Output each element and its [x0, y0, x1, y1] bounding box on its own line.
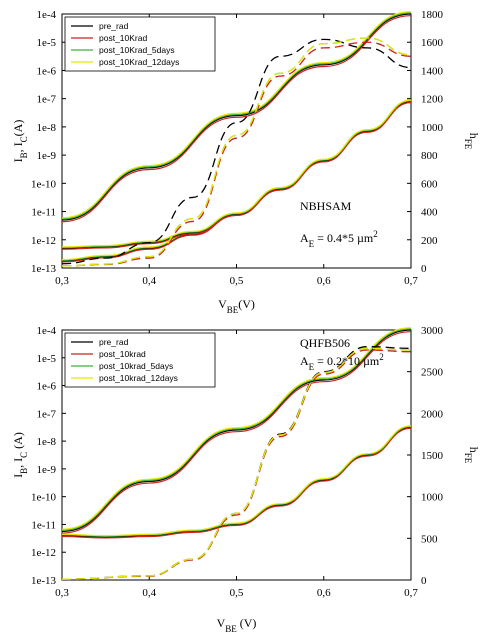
x-tick-label: 0,4 [142, 587, 156, 599]
y-left-tick-label: 1e-5 [36, 353, 56, 365]
y-right-tick-label: 0 [421, 575, 427, 587]
x-tick-label: 0,3 [55, 587, 69, 599]
legend-entry: post_10krad_12days [99, 373, 178, 383]
ib-curve-post_10krad_5days [61, 425, 412, 537]
x-axis-label: VBE (V) [217, 616, 257, 634]
y-left-tick-label: 1e-13 [31, 263, 57, 275]
annotation: AE = 0.4*5 µm2 [300, 229, 378, 249]
legend-entry: post_10krad_5days [99, 361, 173, 371]
y-right-axis-label: hFE [463, 133, 481, 150]
y-right-tick-label: 0 [421, 263, 427, 275]
y-right-tick-label: 1600 [421, 37, 444, 49]
ib-curve-pre_rad [61, 426, 412, 538]
ib-curve-post_10Krad_12days [61, 99, 412, 248]
ic-curve-post_10Krad [61, 15, 412, 223]
ic-curve-post_10krad [61, 331, 412, 534]
x-tick-label: 0,4 [142, 275, 156, 287]
annotation: NBHSAM [300, 199, 352, 213]
y-right-tick-label: 600 [421, 178, 438, 190]
y-right-tick-label: 800 [421, 150, 438, 162]
ic-curve-pre_rad [61, 329, 412, 532]
y-left-tick-label: 1e-12 [31, 235, 56, 247]
y-left-axis-label: IB, IC (A) [11, 432, 29, 478]
y-left-tick-label: 1e-9 [36, 464, 56, 476]
chart-2: 0,3 0,4 0,5 0,6 0,7 1e-13 1e-12 1e-11 1e-10 1e-9 1… [11, 325, 481, 634]
y-right-tick-label: 2500 [421, 367, 444, 379]
y-right-axis-label: hFE [463, 447, 481, 464]
ib-curve-pre_rad [61, 100, 412, 249]
ic-curve-post_10Krad_5days [61, 12, 412, 220]
ic-curve-post_10krad_5days [61, 328, 412, 531]
x-tick-label: 0,6 [317, 275, 331, 287]
y-left-tick-label: 1e-4 [36, 9, 56, 21]
y-right-tick-label: 500 [421, 533, 438, 545]
y-right-tick-label: 1400 [421, 65, 444, 77]
y-left-tick-label: 1e-5 [36, 37, 56, 49]
y-left-tick-label: 1e-8 [36, 436, 56, 448]
legend-entry: pre_rad [99, 337, 129, 347]
ic-curve-pre_rad [61, 13, 412, 221]
ib-curve-post_10Krad [61, 101, 412, 250]
x-tick-label: 0,5 [230, 587, 244, 599]
legend-entry: post_10Krad_12days [99, 57, 179, 67]
x-tick-label: 0,7 [404, 275, 418, 287]
ib-curve-post_10Krad_5days [61, 100, 412, 249]
y-right-tick-label: 1000 [421, 122, 444, 134]
chart-1: 0,3 0,4 0,5 0,6 0,7 1e-13 1e-12 1e-11 1e-10 1e-9 1… [11, 9, 481, 315]
y-right-tick-label: 1800 [421, 9, 444, 21]
y-left-tick-label: 1e-7 [36, 94, 56, 106]
ib-curve-post_10krad [61, 427, 412, 539]
y-left-tick-label: 1e-6 [36, 381, 56, 393]
annotation: QHFB506 [300, 336, 350, 350]
x-tick-label: 0,6 [317, 587, 331, 599]
y-left-tick-label: 1e-8 [36, 122, 56, 134]
y-left-tick-label: 1e-11 [31, 519, 56, 531]
y-left-tick-label: 1e-13 [31, 575, 57, 587]
ib-curve-post_10krad_12days [61, 425, 412, 537]
legend-entry: pre_rad [99, 21, 129, 31]
annotation: AE = 0.2*10 µm2 [300, 352, 384, 372]
hfe-curve-post_10krad_12days [61, 347, 412, 580]
y-left-tick-label: 1e-7 [36, 408, 56, 420]
legend-entry: post_10Krad_5days [99, 45, 175, 55]
legend-entry: post_10Krad [99, 33, 147, 43]
y-left-tick-label: 1e-12 [31, 547, 56, 559]
y-right-tick-label: 1000 [421, 492, 444, 504]
ic-curve-post_10Krad_12days [61, 11, 412, 219]
y-left-tick-label: 1e-10 [31, 178, 57, 190]
ic-curve-post_10krad_12days [61, 327, 412, 530]
y-right-tick-label: 400 [421, 207, 438, 219]
y-left-axis-label: IB, IC(A) [11, 120, 29, 163]
y-right-tick-label: 2000 [421, 408, 444, 420]
x-axis-label: VBE(V) [218, 297, 255, 315]
y-left-tick-label: 1e-11 [31, 207, 56, 219]
y-left-tick-label: 1e-9 [36, 150, 56, 162]
y-right-tick-label: 200 [421, 235, 438, 247]
y-right-tick-label: 3000 [421, 325, 444, 337]
y-left-tick-label: 1e-10 [31, 492, 57, 504]
x-tick-label: 0,7 [404, 587, 418, 599]
y-right-tick-label: 1200 [421, 94, 444, 106]
x-tick-label: 0,3 [55, 275, 69, 287]
y-left-tick-label: 1e-4 [36, 325, 56, 337]
x-tick-label: 0,5 [230, 275, 244, 287]
hfe-curve-post_10Krad [61, 41, 412, 267]
y-left-tick-label: 1e-6 [36, 65, 56, 77]
y-right-tick-label: 1500 [421, 450, 444, 462]
legend-entry: post_10krad [99, 349, 146, 359]
